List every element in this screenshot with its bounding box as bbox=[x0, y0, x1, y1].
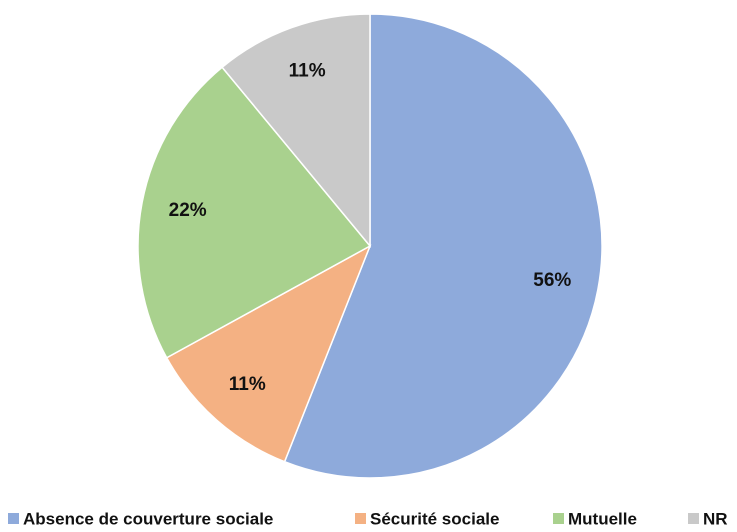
legend-swatch bbox=[355, 513, 366, 524]
pie-slice bbox=[165, 244, 372, 463]
pie-slice bbox=[221, 13, 371, 249]
data-label: 11% bbox=[289, 60, 326, 81]
legend-label: Absence de couverture sociale bbox=[23, 509, 273, 528]
legend-swatch bbox=[553, 513, 564, 524]
legend-label: Mutuelle bbox=[568, 509, 637, 528]
data-label: 11% bbox=[229, 374, 266, 395]
legend-swatch bbox=[8, 513, 19, 524]
legend-swatch bbox=[688, 513, 699, 524]
data-label: 56% bbox=[533, 270, 571, 291]
pie-slice bbox=[283, 13, 603, 479]
legend-label: Sécurité sociale bbox=[370, 509, 499, 528]
data-label: 22% bbox=[169, 200, 207, 221]
legend-label: NR bbox=[703, 509, 728, 528]
pie-slice bbox=[137, 66, 372, 359]
